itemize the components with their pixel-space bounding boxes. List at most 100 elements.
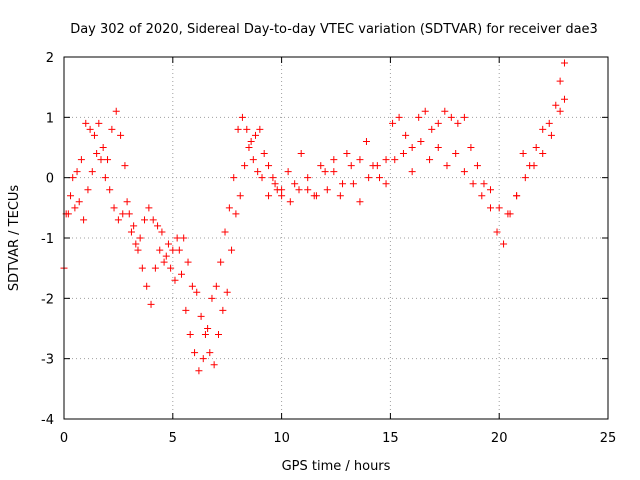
data-point (151, 264, 159, 272)
data-point (560, 95, 568, 103)
data-point (330, 156, 338, 164)
x-tick-label: 10 (273, 431, 290, 446)
data-point (230, 174, 238, 182)
data-point (234, 125, 242, 133)
data-point (486, 204, 494, 212)
data-point (480, 180, 488, 188)
data-point (530, 162, 538, 170)
data-point (452, 150, 460, 158)
data-point (108, 125, 116, 133)
data-point (147, 300, 155, 308)
data-point (225, 204, 233, 212)
data-point (160, 258, 168, 266)
data-point (212, 282, 220, 290)
data-point (460, 113, 468, 121)
data-point (101, 174, 109, 182)
data-point (178, 270, 186, 278)
data-point (547, 131, 555, 139)
data-point (339, 180, 347, 188)
data-point (373, 162, 381, 170)
data-point (260, 150, 268, 158)
data-point (513, 192, 521, 200)
data-point (130, 222, 138, 230)
data-point (149, 216, 157, 224)
data-point (125, 210, 133, 218)
data-point (110, 204, 118, 212)
data-point (426, 156, 434, 164)
data-point (254, 168, 262, 176)
data-point (399, 150, 407, 158)
data-point (265, 162, 273, 170)
data-point (291, 180, 299, 188)
data-point (256, 125, 264, 133)
data-point (121, 162, 129, 170)
data-point (247, 137, 255, 145)
data-point (77, 156, 85, 164)
data-point (95, 119, 103, 127)
data-point (493, 228, 501, 236)
data-point (119, 210, 127, 218)
data-point (560, 59, 568, 67)
data-point (127, 228, 135, 236)
data-point (532, 144, 540, 151)
y-tick-label: -3 (41, 353, 54, 368)
data-point (228, 246, 236, 254)
data-point (136, 234, 144, 242)
data-point (208, 294, 216, 302)
data-point (223, 288, 231, 296)
data-point (336, 192, 344, 200)
data-point (304, 174, 312, 182)
data-point (164, 240, 172, 248)
data-point (552, 101, 560, 109)
data-point (521, 174, 529, 182)
data-point (286, 198, 294, 206)
data-point (106, 186, 114, 194)
data-point (134, 246, 142, 254)
data-point (104, 156, 112, 164)
data-point (195, 367, 203, 375)
data-point (141, 216, 149, 224)
data-point (343, 150, 351, 158)
data-point (295, 186, 303, 194)
data-point (75, 198, 83, 206)
y-axis-ticks: -4 -3 -2 -1 0 1 2 (41, 51, 608, 428)
data-point (201, 331, 209, 339)
data-point (317, 162, 325, 170)
data-point (197, 312, 205, 320)
data-point (82, 119, 90, 127)
y-tick-label: -4 (41, 413, 54, 428)
data-point (191, 349, 199, 357)
data-point (186, 331, 194, 339)
data-point (175, 246, 183, 254)
data-point (214, 331, 222, 339)
data-point (167, 264, 175, 272)
data-point (362, 137, 370, 145)
data-point (539, 150, 547, 158)
data-point (349, 180, 357, 188)
data-point (143, 282, 151, 290)
data-point (408, 168, 416, 176)
data-point (454, 119, 462, 127)
data-point (447, 113, 455, 121)
data-point (389, 119, 397, 127)
data-point (84, 186, 92, 194)
data-point (199, 355, 207, 363)
data-point (504, 210, 512, 218)
chart-title: Day 302 of 2020, Sidereal Day-to-day VTE… (70, 22, 598, 37)
data-point (297, 150, 305, 158)
x-tick-label: 15 (382, 431, 399, 446)
x-axis-ticks: 0 5 10 15 20 25 (60, 57, 616, 446)
data-point (460, 168, 468, 176)
x-tick-label: 0 (60, 431, 68, 446)
data-point (138, 264, 146, 272)
data-point (321, 168, 329, 176)
data-point (180, 234, 188, 242)
data-point (245, 144, 253, 151)
y-tick-label: 2 (46, 51, 54, 66)
data-point (330, 168, 338, 176)
data-point (519, 150, 527, 158)
data-point (243, 125, 251, 133)
y-axis-label: SDTVAR / TECUs (7, 185, 22, 292)
data-point (500, 240, 508, 248)
